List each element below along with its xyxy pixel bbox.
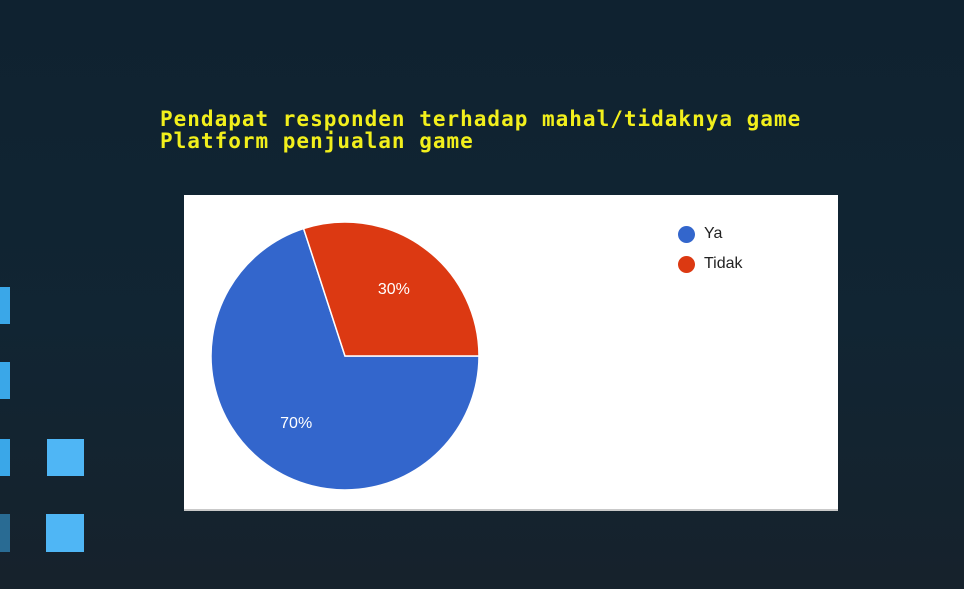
data-label-tidak: 30% xyxy=(378,281,410,298)
pie-chart-card: 70% 30% Ya Tidak xyxy=(184,195,838,511)
legend-swatch-ya xyxy=(678,225,695,243)
pie-chart: 70% 30% xyxy=(210,221,480,491)
pie-slice-tidak xyxy=(302,221,480,357)
legend-swatch-tidak xyxy=(678,255,695,273)
decor-square xyxy=(0,362,10,399)
legend-item-tidak: Tidak xyxy=(678,249,743,279)
legend-label-ya: Ya xyxy=(704,225,723,242)
decor-square xyxy=(46,514,84,552)
pie-slice-ya xyxy=(210,227,480,491)
decor-square xyxy=(0,514,10,552)
chart-legend: Ya Tidak xyxy=(678,219,743,279)
decor-square xyxy=(47,439,84,476)
legend-label-tidak: Tidak xyxy=(704,255,743,272)
legend-item-ya: Ya xyxy=(678,219,743,249)
decor-square xyxy=(0,439,10,476)
decor-square xyxy=(0,287,10,324)
slide-title: Pendapat responden terhadap mahal/tidakn… xyxy=(160,107,802,153)
data-label-ya: 70% xyxy=(280,415,312,432)
